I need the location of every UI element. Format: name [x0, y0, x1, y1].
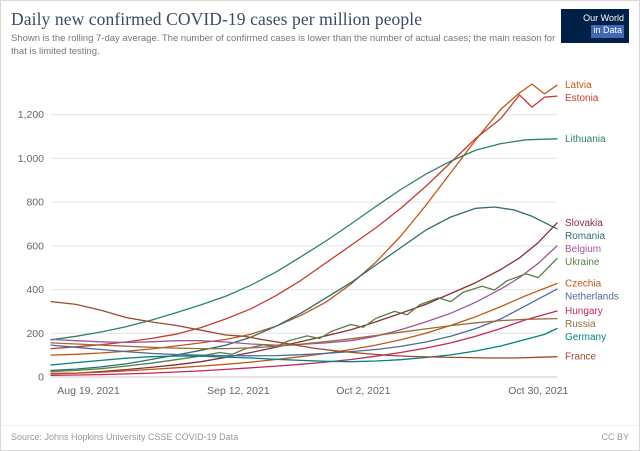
series-line-romania[interactable]	[50, 206, 558, 371]
logo-line2: in Data	[591, 25, 624, 38]
series-label-slovakia[interactable]: Slovakia	[565, 218, 603, 229]
y-tick-label-600: 600	[26, 240, 44, 252]
y-tick-label-1200: 1,200	[18, 109, 44, 121]
x-tick-label-sep-12,-2021: Sep 12, 2021	[207, 385, 270, 397]
series-line-russia[interactable]	[50, 317, 558, 349]
logo-line1: Our World	[583, 13, 624, 23]
series-line-czechia[interactable]	[50, 282, 558, 374]
source-note: Source: Johns Hopkins University CSSE CO…	[11, 432, 239, 442]
series-line-latvia[interactable]	[50, 83, 558, 356]
x-tick-label-aug-19,-2021: Aug 19, 2021	[57, 385, 120, 397]
x-tick-label-oct-30,-2021: Oct 30, 2021	[508, 385, 568, 397]
x-tick-label-oct-2,-2021: Oct 2, 2021	[336, 385, 390, 397]
series-label-hungary[interactable]: Hungary	[565, 306, 603, 317]
y-tick-label-800: 800	[26, 196, 44, 208]
series-label-lithuania[interactable]: Lithuania	[565, 134, 606, 145]
series-line-slovakia[interactable]	[50, 222, 558, 375]
y-tick-label-0: 0	[38, 371, 44, 383]
series-label-romania[interactable]: Romania	[565, 231, 605, 242]
footer: Source: Johns Hopkins University CSSE CO…	[1, 425, 639, 450]
series-label-latvia[interactable]: Latvia	[565, 80, 592, 91]
series-line-belgium[interactable]	[50, 245, 558, 346]
y-tick-label-1000: 1,000	[18, 153, 44, 165]
y-tick-label-200: 200	[26, 328, 44, 340]
series-line-france[interactable]	[50, 300, 558, 359]
series-label-france[interactable]: France	[565, 351, 597, 362]
series-label-belgium[interactable]: Belgium	[565, 244, 601, 255]
series-label-ukraine[interactable]: Ukraine	[565, 257, 600, 268]
series-line-lithuania[interactable]	[50, 137, 558, 341]
license-badge[interactable]: CC BY	[601, 432, 629, 442]
series-label-czechia[interactable]: Czechia	[565, 278, 602, 289]
chart-subtitle: Shown is the rolling 7-day average. The …	[11, 33, 556, 57]
series-line-germany[interactable]	[50, 327, 558, 366]
page-title: Daily new confirmed COVID-19 cases per m…	[11, 9, 423, 29]
owid-logo[interactable]: Our World in Data	[561, 9, 629, 43]
series-label-germany[interactable]: Germany	[565, 332, 606, 343]
title-block: Daily new confirmed COVID-19 cases per m…	[11, 9, 556, 59]
line-chart: 0 200 400 600 800 1,000 1,200 Aug 19, 2021 Sep 1…	[18, 80, 619, 397]
header: Daily new confirmed COVID-19 cases per m…	[1, 1, 639, 59]
series-label-russia[interactable]: Russia	[565, 319, 596, 330]
series-line-hungary[interactable]	[50, 310, 558, 376]
series-label-estonia[interactable]: Estonia	[565, 93, 599, 104]
series-line-estonia[interactable]	[50, 94, 558, 349]
series-line-netherlands[interactable]	[50, 288, 558, 357]
y-tick-label-400: 400	[26, 284, 44, 296]
series-label-netherlands[interactable]: Netherlands	[565, 291, 619, 302]
series-line-ukraine[interactable]	[50, 257, 558, 372]
